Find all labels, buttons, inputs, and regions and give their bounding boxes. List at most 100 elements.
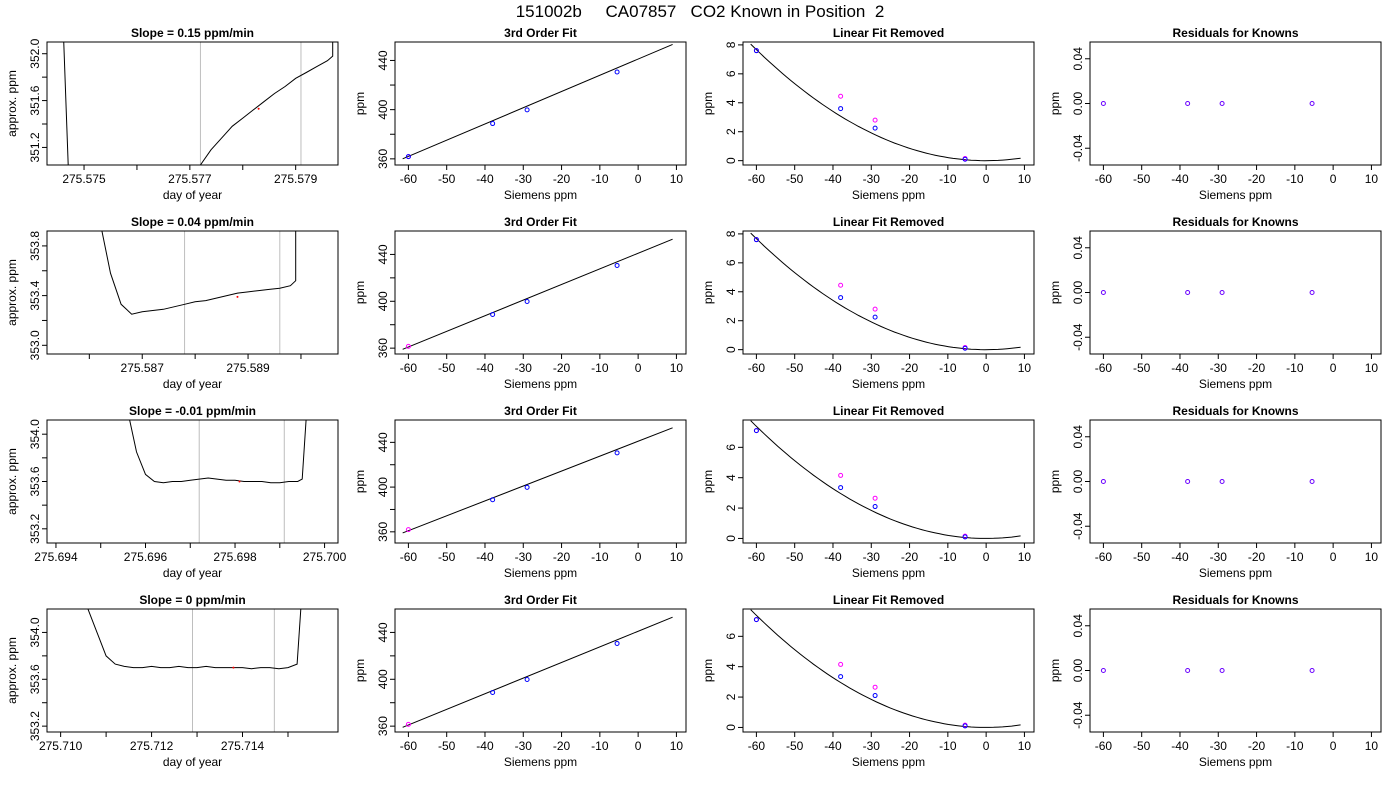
y-tick-label: 2 bbox=[724, 504, 738, 511]
y-tick-label: 353.4 bbox=[28, 280, 42, 310]
y-axis-label: ppm bbox=[1048, 659, 1062, 682]
y-tick-label: 4 bbox=[724, 288, 738, 295]
x-tick-label: 275.710 bbox=[39, 739, 83, 753]
data-layer bbox=[402, 616, 673, 728]
x-axis-label: Siemens ppm bbox=[1199, 188, 1272, 202]
data-layer bbox=[750, 232, 1021, 351]
x-tick-label: -60 bbox=[400, 361, 418, 375]
panel-title: Linear Fit Removed bbox=[833, 215, 944, 229]
x-tick-label: -30 bbox=[1210, 172, 1228, 186]
x-tick-label: -40 bbox=[476, 550, 494, 564]
plot-frame bbox=[46, 41, 339, 166]
fit-point bbox=[490, 121, 496, 127]
panel-r3-c3: Residuals for Knowns -60 -50 -40 -30 -20 -10 0 1… bbox=[1048, 593, 1382, 769]
y-axis-label: approx. ppm bbox=[5, 70, 19, 137]
x-tick-label: -40 bbox=[476, 739, 494, 753]
data-layer bbox=[1100, 290, 1315, 295]
x-tick-label: -10 bbox=[939, 172, 957, 186]
fit-point bbox=[405, 154, 411, 160]
plot-frame bbox=[742, 41, 1035, 166]
fit-line bbox=[402, 43, 673, 160]
y-axis-label: ppm bbox=[1048, 470, 1062, 493]
x-tick-label: -20 bbox=[1248, 739, 1266, 753]
fit-point bbox=[962, 156, 968, 162]
x-tick-label: 275.696 bbox=[124, 550, 168, 564]
x-tick-label: -40 bbox=[1171, 550, 1189, 564]
series-line bbox=[129, 420, 307, 484]
y-tick-label: -0.04 bbox=[1071, 134, 1085, 162]
x-tick-label: 0 bbox=[635, 739, 642, 753]
data-layer bbox=[402, 238, 673, 350]
data-layer bbox=[1100, 479, 1315, 484]
y-tick-label: 6 bbox=[724, 444, 738, 451]
y-tick-label: 2 bbox=[724, 128, 738, 135]
y-tick-label: 353.6 bbox=[28, 664, 42, 694]
x-tick-label: -30 bbox=[1210, 550, 1228, 564]
panel-title: 3rd Order Fit bbox=[504, 593, 577, 607]
data-layer bbox=[129, 420, 307, 484]
x-tick-label: -60 bbox=[748, 739, 766, 753]
panel-r2-c2: Linear Fit Removed -60 -50 -40 -30 -20 -10 0 10 0… bbox=[701, 404, 1035, 580]
panel-title: Residuals for Knowns bbox=[1172, 404, 1298, 418]
y-tick-label: 440 bbox=[376, 50, 390, 70]
x-tick-label: -20 bbox=[1248, 172, 1266, 186]
residual-point bbox=[1185, 479, 1191, 484]
raw-point bbox=[838, 282, 844, 288]
x-tick-label: -30 bbox=[515, 550, 533, 564]
x-tick-label: -10 bbox=[591, 739, 609, 753]
y-axis-label: approx. ppm bbox=[5, 448, 19, 515]
panel-r1-c1: 3rd Order Fit -60 -50 -40 -30 -20 -10 0 10 360 400… bbox=[353, 215, 687, 391]
y-axis-label: ppm bbox=[1048, 281, 1062, 304]
panel-r2-c3: Residuals for Knowns -60 -50 -40 -30 -20 -10 0 1… bbox=[1048, 404, 1382, 580]
panel-r3-c1: 3rd Order Fit -60 -50 -40 -30 -20 -10 0 10 360 400… bbox=[353, 593, 687, 769]
x-tick-label: 10 bbox=[1018, 172, 1032, 186]
page-title: 151002b CA07857 CO2 Known in Position 2 bbox=[515, 2, 885, 21]
fit-line bbox=[402, 238, 673, 350]
y-tick-label: 4 bbox=[724, 99, 738, 106]
x-tick-label: -40 bbox=[824, 739, 842, 753]
x-tick-label: -50 bbox=[1133, 550, 1151, 564]
x-tick-label: 275.700 bbox=[303, 550, 347, 564]
x-tick-label: -10 bbox=[939, 739, 957, 753]
x-tick-label: -60 bbox=[1095, 550, 1113, 564]
x-tick-label: 10 bbox=[670, 739, 684, 753]
panel-r0-c0: Slope = 0.15 ppm/min 275.575 275.577 275.57… bbox=[5, 26, 339, 202]
x-tick-label: -30 bbox=[863, 550, 881, 564]
panel-title: 3rd Order Fit bbox=[504, 26, 577, 40]
fit-point bbox=[838, 106, 844, 112]
x-tick-label: -40 bbox=[824, 550, 842, 564]
y-axis-label: approx. ppm bbox=[5, 259, 19, 326]
panel-title: Linear Fit Removed bbox=[833, 593, 944, 607]
fit-line bbox=[402, 427, 673, 534]
y-tick-label: -0.04 bbox=[1071, 701, 1085, 729]
panel-title: 3rd Order Fit bbox=[504, 215, 577, 229]
y-tick-label: 0 bbox=[724, 724, 738, 731]
plot-frame bbox=[46, 230, 339, 355]
y-tick-label: 0 bbox=[724, 157, 738, 164]
raw-point bbox=[838, 93, 844, 99]
x-tick-label: -20 bbox=[553, 172, 571, 186]
residual-point bbox=[1100, 290, 1106, 295]
x-axis-label: Siemens ppm bbox=[504, 377, 577, 391]
fit-point bbox=[962, 723, 968, 729]
panel-r1-c2: Linear Fit Removed -60 -50 -40 -30 -20 -10 0 10 0… bbox=[701, 215, 1035, 391]
raw-point bbox=[872, 495, 878, 501]
x-axis-label: Siemens ppm bbox=[504, 755, 577, 769]
panel-title: Linear Fit Removed bbox=[833, 26, 944, 40]
fit-point bbox=[490, 690, 496, 696]
y-tick-label: 354.0 bbox=[28, 617, 42, 647]
plot-frame bbox=[394, 608, 687, 733]
data-layer bbox=[63, 42, 334, 165]
panel-r0-c2: Linear Fit Removed -60 -50 -40 -30 -20 -10 0 10 0… bbox=[701, 26, 1035, 202]
panel-r3-c0: Slope = 0 ppm/min 275.710 275.712 275.714 35… bbox=[5, 593, 339, 769]
data-layer bbox=[750, 420, 1021, 540]
fit-point bbox=[838, 295, 844, 301]
x-tick-label: 0 bbox=[983, 361, 990, 375]
y-tick-label: 0 bbox=[724, 346, 738, 353]
x-tick-label: -20 bbox=[901, 361, 919, 375]
x-tick-label: -30 bbox=[863, 361, 881, 375]
residual-point bbox=[1219, 290, 1225, 295]
data-layer bbox=[87, 609, 302, 670]
y-tick-label: 352.0 bbox=[28, 38, 42, 68]
